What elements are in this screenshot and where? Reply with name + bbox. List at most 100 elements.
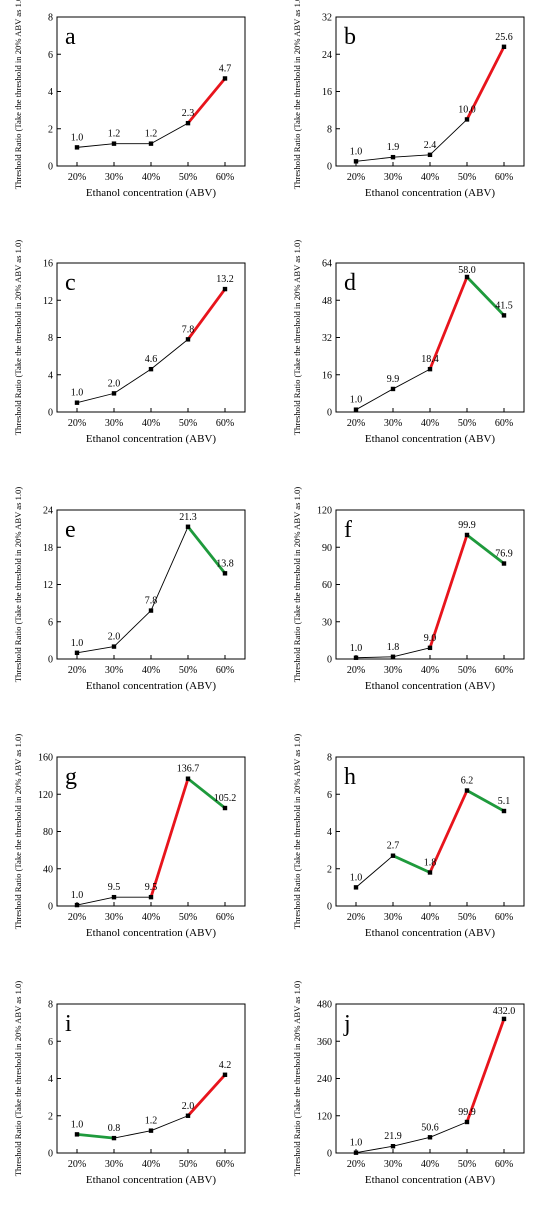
y-tick-label: 12 [43,580,53,591]
plot-frame [56,262,246,413]
x-tick-label: 30% [105,172,123,183]
x-tick-label: 20% [68,912,86,923]
series-segment [186,287,227,341]
y-tick-label: 6 [48,1037,53,1048]
data-label: 2.0 [182,1101,195,1112]
series-segment [113,1130,152,1139]
series-segment [355,388,394,411]
data-point [427,366,433,372]
chart-panel-g: 0 40 80 120 160 20% 30% 40% 50% 60%Ethanol concen… [13,734,246,939]
x-axis-title: Ethanol concentration (ABV) [86,1174,216,1186]
data-point [222,76,228,81]
chart-panel-a: 0 2 4 6 8 20% 30% 40% 50% 60%Ethanol concentratio… [13,0,246,199]
x-tick-label: 60% [495,1159,513,1170]
y-tick-label: 360 [317,1037,332,1048]
data-point [148,608,154,613]
x-tick-label: 60% [495,172,513,183]
y-tick-label: 4 [48,1074,53,1085]
x-axis-title: Ethanol concentration (ABV) [86,187,216,199]
x-tick-label: 20% [347,418,365,429]
series-segment [392,647,431,658]
data-label: 1.8 [424,857,437,868]
y-tick-label: 8 [327,753,332,764]
x-tick-label: 30% [105,912,123,923]
y-tick-label: 16 [322,370,332,381]
data-point [353,159,359,164]
panel-label: b [344,24,356,50]
data-point [111,391,117,396]
x-tick-label: 30% [105,418,123,429]
x-axis-title: Ethanol concentration (ABV) [86,927,216,939]
plot-frame [335,756,525,907]
x-tick-label: 30% [105,665,123,676]
series-segment [150,526,189,612]
data-label: 18.4 [421,354,439,365]
y-tick-label: 2 [48,1111,53,1122]
y-tick-label: 12 [43,296,53,307]
series-segment [149,777,190,899]
x-tick-label: 50% [179,172,197,183]
y-axis-title: Threshold Ratio (Take the threshold in 2… [292,734,302,930]
data-point [185,120,191,126]
series-segment [465,1017,506,1124]
x-axis-title: Ethanol concentration (ABV) [365,1174,495,1186]
x-tick-label: 30% [105,1159,123,1170]
data-point [74,1132,80,1137]
x-tick-label: 20% [347,912,365,923]
y-tick-label: 90 [322,543,332,554]
y-tick-label: 32 [322,13,332,24]
panel-label: f [344,517,352,543]
data-point [74,902,80,908]
y-tick-label: 160 [38,753,53,764]
data-point [390,386,396,392]
data-label: 432.0 [493,1006,516,1017]
data-label: 0.8 [108,1123,121,1134]
data-point [464,1119,470,1125]
data-point [185,337,191,342]
data-label: 1.2 [108,129,121,140]
y-tick-label: 2 [48,124,53,135]
data-point [353,407,359,412]
x-tick-label: 50% [458,1159,476,1170]
data-label: 2.7 [387,841,400,852]
x-tick-label: 40% [421,665,439,676]
data-point [111,644,117,649]
data-point [464,117,470,122]
x-tick-label: 20% [347,665,365,676]
data-label: 105.2 [214,793,237,804]
data-label: 58.0 [458,265,476,276]
y-tick-label: 120 [38,790,53,801]
y-tick-label: 6 [327,790,332,801]
chart-panel-j: 0 120 240 360 480 20% 30% 40% 50% 60%Ethanol conc… [292,981,525,1186]
y-tick-label: 0 [48,902,53,913]
series-segment [76,143,115,148]
x-tick-label: 40% [142,912,160,923]
chart-panel-e: 0 6 12 18 24 20% 30% 40% 50% 60%Ethanol concentra… [13,487,246,692]
series-segment [465,45,506,121]
y-axis-title: Threshold Ratio (Take the threshold in 2… [292,487,302,683]
series-segment [76,392,115,404]
y-tick-label: 48 [322,296,332,307]
data-point [74,145,80,150]
y-tick-label: 0 [48,408,53,419]
data-label: 2.4 [424,140,437,151]
series-segment [186,1073,227,1118]
data-point [501,313,507,318]
data-point [222,805,228,811]
y-axis-title: Threshold Ratio (Take the threshold in 2… [292,240,302,436]
data-label: 4.6 [145,354,158,365]
data-point [74,400,80,405]
data-label: 9.5 [108,882,121,893]
x-tick-label: 30% [384,172,402,183]
data-point [427,870,433,875]
y-axis-title: Threshold Ratio (Take the threshold in 2… [13,240,23,436]
data-label: 1.0 [350,146,363,157]
data-point [390,1144,396,1149]
y-tick-label: 8 [48,333,53,344]
series-segment [391,854,432,874]
series-segment [186,525,227,575]
series-segment [392,368,431,390]
data-point [501,808,507,814]
data-label: 1.2 [145,129,158,140]
panel-label: e [65,517,76,543]
